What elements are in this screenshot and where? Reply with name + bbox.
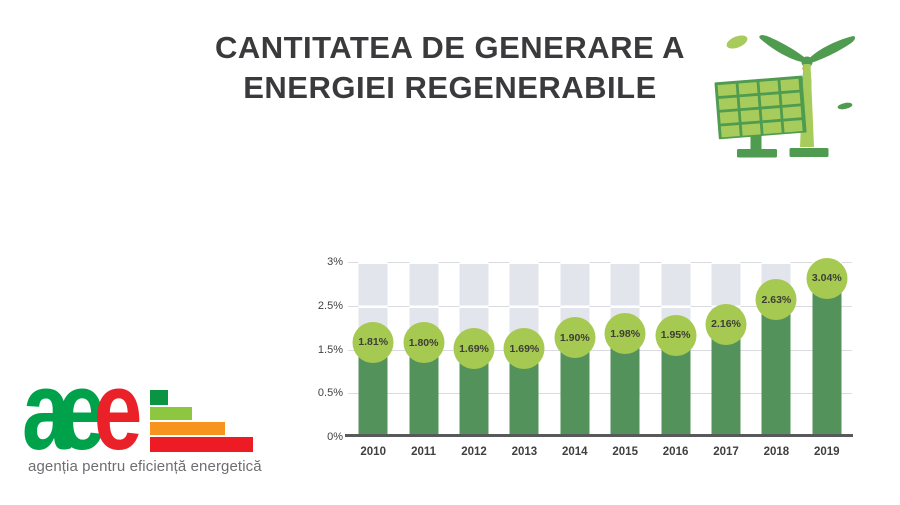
gridline bbox=[348, 349, 852, 351]
x-tick-label-2010: 2010 bbox=[360, 446, 386, 458]
x-tick-label-2017: 2017 bbox=[713, 446, 739, 458]
y-axis-labels: 3% 2.5% 1.5% 0.5% 0% bbox=[315, 256, 343, 443]
turbine-base bbox=[789, 148, 829, 157]
logo-stair-2 bbox=[150, 407, 192, 420]
x-tick-label-2014: 2014 bbox=[561, 446, 588, 458]
chart-column-2019: 3.04% 2019 bbox=[802, 257, 852, 458]
bar-plot: 1.81% 2010 1.80% 2011 1.69% 2012 1.69% 2013 1.90… bbox=[345, 257, 853, 458]
logo-stair-4 bbox=[150, 437, 253, 452]
logo-stair-1 bbox=[150, 390, 168, 405]
value-badge-2019: 3.04% bbox=[806, 257, 848, 299]
value-badge-2010: 1.81% bbox=[352, 321, 394, 363]
leaf-icon bbox=[837, 102, 853, 110]
gridline bbox=[348, 262, 852, 263]
logo-letter-3: e bbox=[93, 348, 143, 473]
page-title-line-1: CANTITATEA DE GENERARE A bbox=[214, 30, 686, 65]
value-badge-2013: 1.69% bbox=[503, 328, 545, 370]
chart-column-2018: 2.63% 2018 bbox=[751, 262, 801, 458]
renewable-energy-illustration bbox=[714, 35, 856, 158]
bar-2019 bbox=[812, 278, 842, 437]
y-tick-label: 0.5% bbox=[317, 387, 343, 400]
value-badge-2015: 1.98% bbox=[604, 313, 646, 355]
renewables-bar-chart: 3% 2.5% 1.5% 0.5% 0% 1.81% 2010 1.80% 2011 1.69%… bbox=[315, 252, 860, 477]
chart-column-2011: 1.80% 2011 bbox=[398, 262, 448, 458]
value-badge-2016: 1.95% bbox=[655, 314, 697, 356]
panel-leg bbox=[750, 128, 762, 151]
page-title: CANTITATEA DE GENERARE A ENERGIEI REGENE… bbox=[100, 28, 800, 108]
logo-stairs bbox=[150, 390, 260, 454]
gridline bbox=[348, 393, 852, 395]
logo-letter-1: a bbox=[22, 348, 71, 473]
logo-letter-2: e bbox=[57, 348, 106, 473]
chart-column-2017: 2.16% 2017 bbox=[701, 262, 751, 458]
y-tick-label: 2.5% bbox=[317, 299, 343, 312]
x-tick-label-2018: 2018 bbox=[763, 446, 790, 458]
value-badge-2014: 1.90% bbox=[554, 317, 596, 359]
y-tick-label: 1.5% bbox=[317, 343, 343, 356]
panel-base bbox=[737, 149, 777, 158]
chart-column-2012: 1.69% 2012 bbox=[449, 262, 499, 458]
x-tick-label-2015: 2015 bbox=[612, 446, 638, 458]
y-tick-label: 0% bbox=[327, 431, 343, 443]
panel-cells bbox=[717, 78, 803, 138]
x-tick-label-2012: 2012 bbox=[461, 446, 487, 458]
x-tick-label-2013: 2013 bbox=[511, 446, 538, 458]
x-tick-label-2019: 2019 bbox=[813, 446, 840, 458]
logo-stair-3 bbox=[150, 422, 225, 435]
x-tick-label-2011: 2011 bbox=[411, 446, 437, 458]
y-tick-label: 3% bbox=[327, 256, 343, 268]
page-title-line-2: ENERGIEI REGENERABILE bbox=[243, 70, 657, 105]
solar-panel-icon bbox=[714, 75, 807, 158]
gridline bbox=[348, 305, 852, 307]
x-axis-line bbox=[345, 434, 853, 437]
value-badge-2018: 2.63% bbox=[755, 279, 797, 321]
chart-column-2015: 1.98% 2015 bbox=[600, 262, 650, 458]
panel-frame bbox=[714, 75, 807, 140]
chart-column-2014: 1.90% 2014 bbox=[550, 262, 600, 458]
chart-column-2010: 1.81% 2010 bbox=[348, 262, 398, 458]
value-badge-2011: 1.80% bbox=[403, 322, 445, 364]
value-badge-2012: 1.69% bbox=[453, 328, 495, 370]
x-tick-label-2016: 2016 bbox=[662, 446, 689, 458]
chart-column-2013: 1.69% 2013 bbox=[499, 262, 549, 458]
bar-2018 bbox=[761, 299, 791, 437]
leaf-icon bbox=[726, 35, 748, 49]
chart-column-2016: 1.95% 2016 bbox=[650, 262, 700, 458]
value-badge-2017: 2.16% bbox=[705, 303, 747, 345]
logo-tagline: agenția pentru eficiență energetică bbox=[28, 458, 262, 475]
